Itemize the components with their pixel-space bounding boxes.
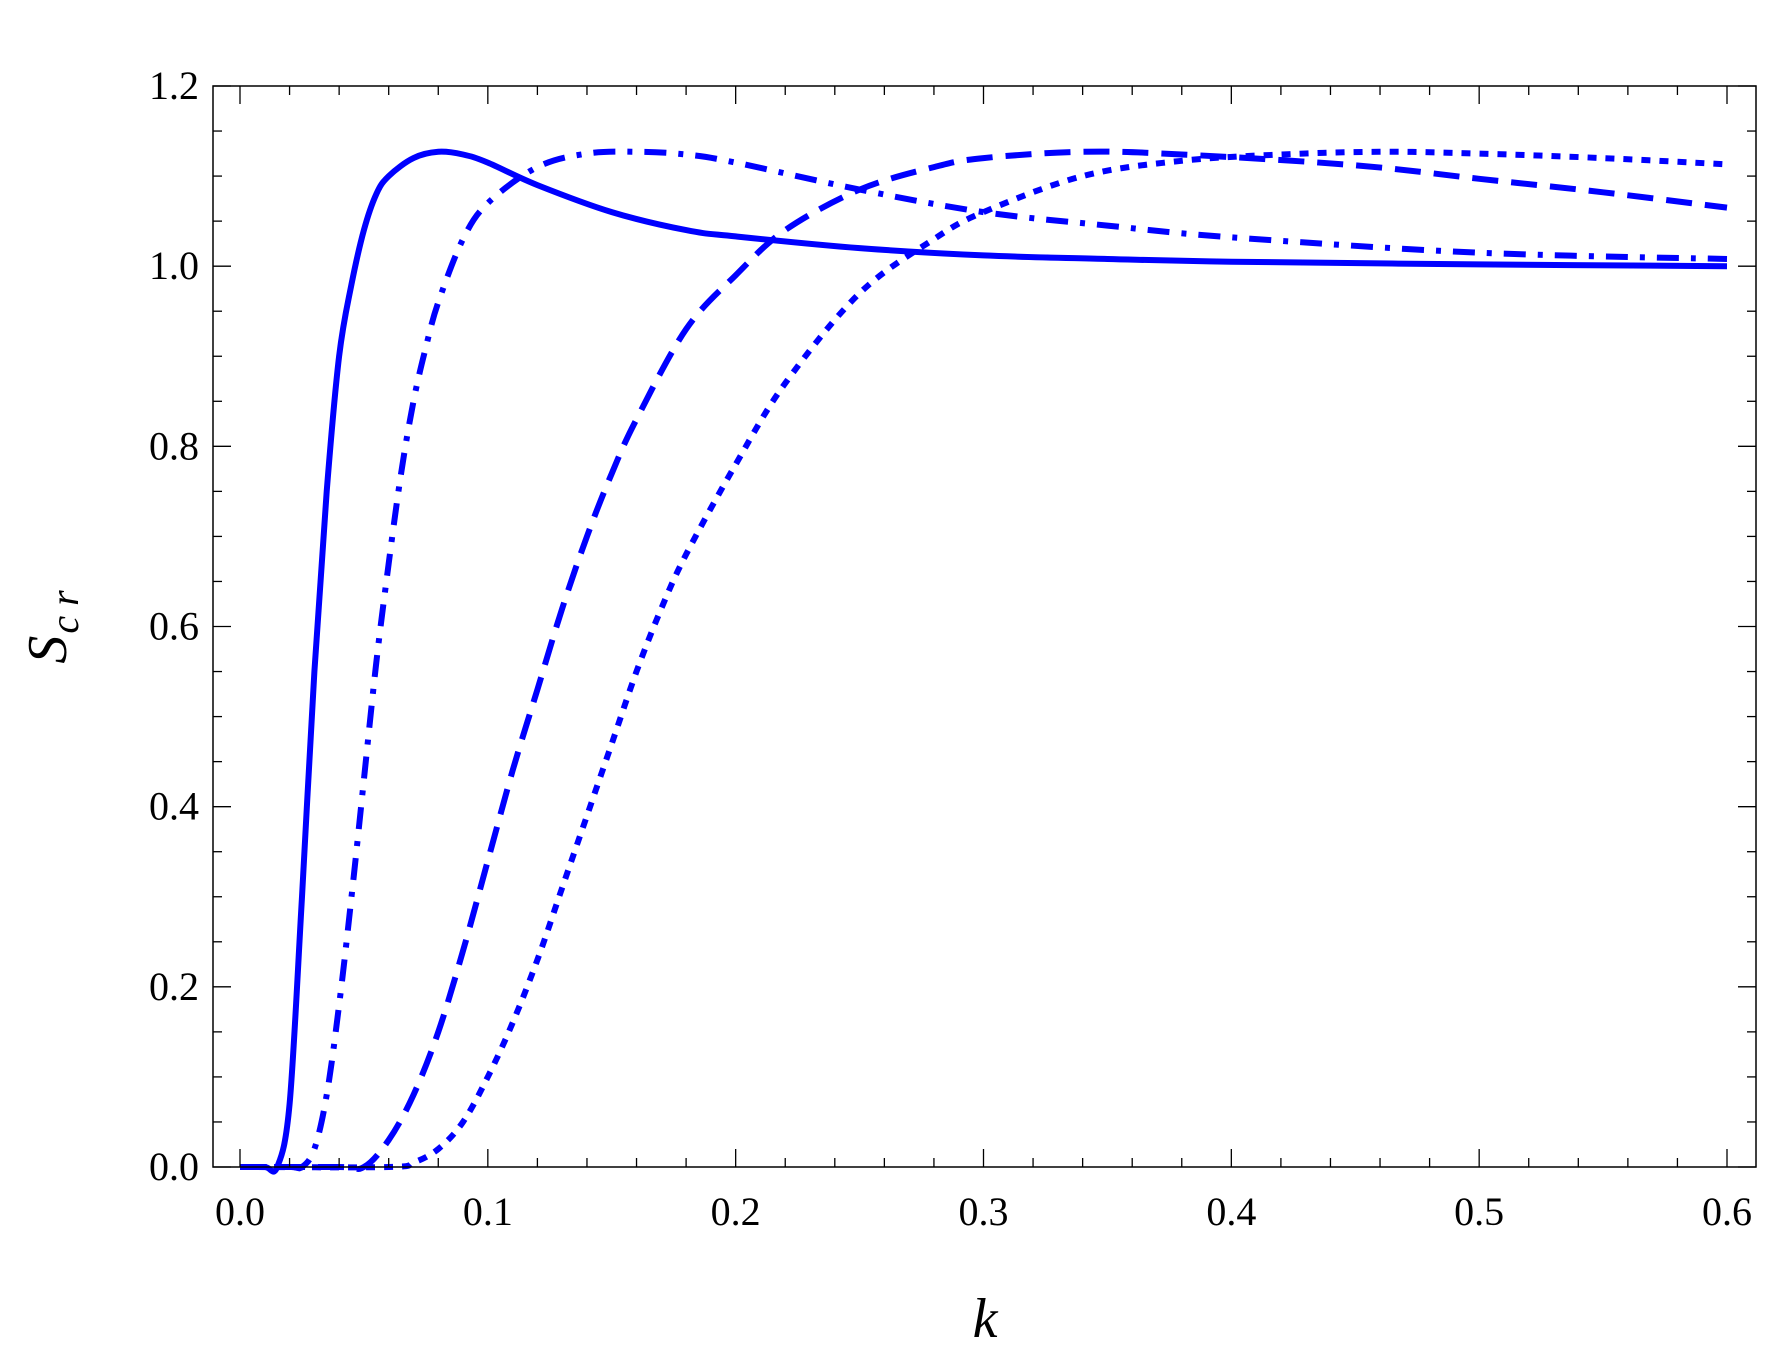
- y-axis-title-main: S: [17, 636, 79, 664]
- x-tick-label: 0.6: [1702, 1189, 1752, 1234]
- y-axis-title-subscript: c r: [42, 590, 87, 634]
- y-tick-label: 1.0: [149, 243, 199, 288]
- x-tick-label: 0.3: [959, 1189, 1009, 1234]
- series-line-dashdot: [240, 148, 1728, 1172]
- y-tick-label: 0.6: [149, 604, 199, 649]
- series-line-dashed: [240, 148, 1728, 1172]
- y-axis-title: Sc r: [17, 590, 87, 664]
- x-tick-label: 0.5: [1454, 1189, 1504, 1234]
- series-line-dotted: [239, 148, 1728, 1171]
- y-tick-label: 0.0: [149, 1144, 199, 1189]
- y-tick-label: 0.4: [149, 784, 199, 829]
- tick-layer: [213, 85, 1756, 1168]
- plot-frame: [212, 85, 1757, 1168]
- y-tick-label: 0.8: [149, 423, 199, 468]
- x-tick-label: 0.4: [1206, 1189, 1256, 1234]
- y-tick-label: 0.2: [149, 964, 199, 1009]
- series-line-solid: [240, 148, 1728, 1175]
- series-layer: [239, 148, 1728, 1175]
- y-tick-label: 1.2: [149, 63, 199, 108]
- x-tick-label: 0.1: [463, 1189, 513, 1234]
- x-tick-label: 0.2: [711, 1189, 761, 1234]
- tick-label-layer: 0.0 0.1 0.2 0.3 0.4 0.5 0.6 0.0 0.2 0.4 0.6 0.8 1.0 1…: [149, 63, 1752, 1234]
- x-axis-title: k: [973, 1288, 999, 1350]
- x-tick-label: 0.0: [215, 1189, 265, 1234]
